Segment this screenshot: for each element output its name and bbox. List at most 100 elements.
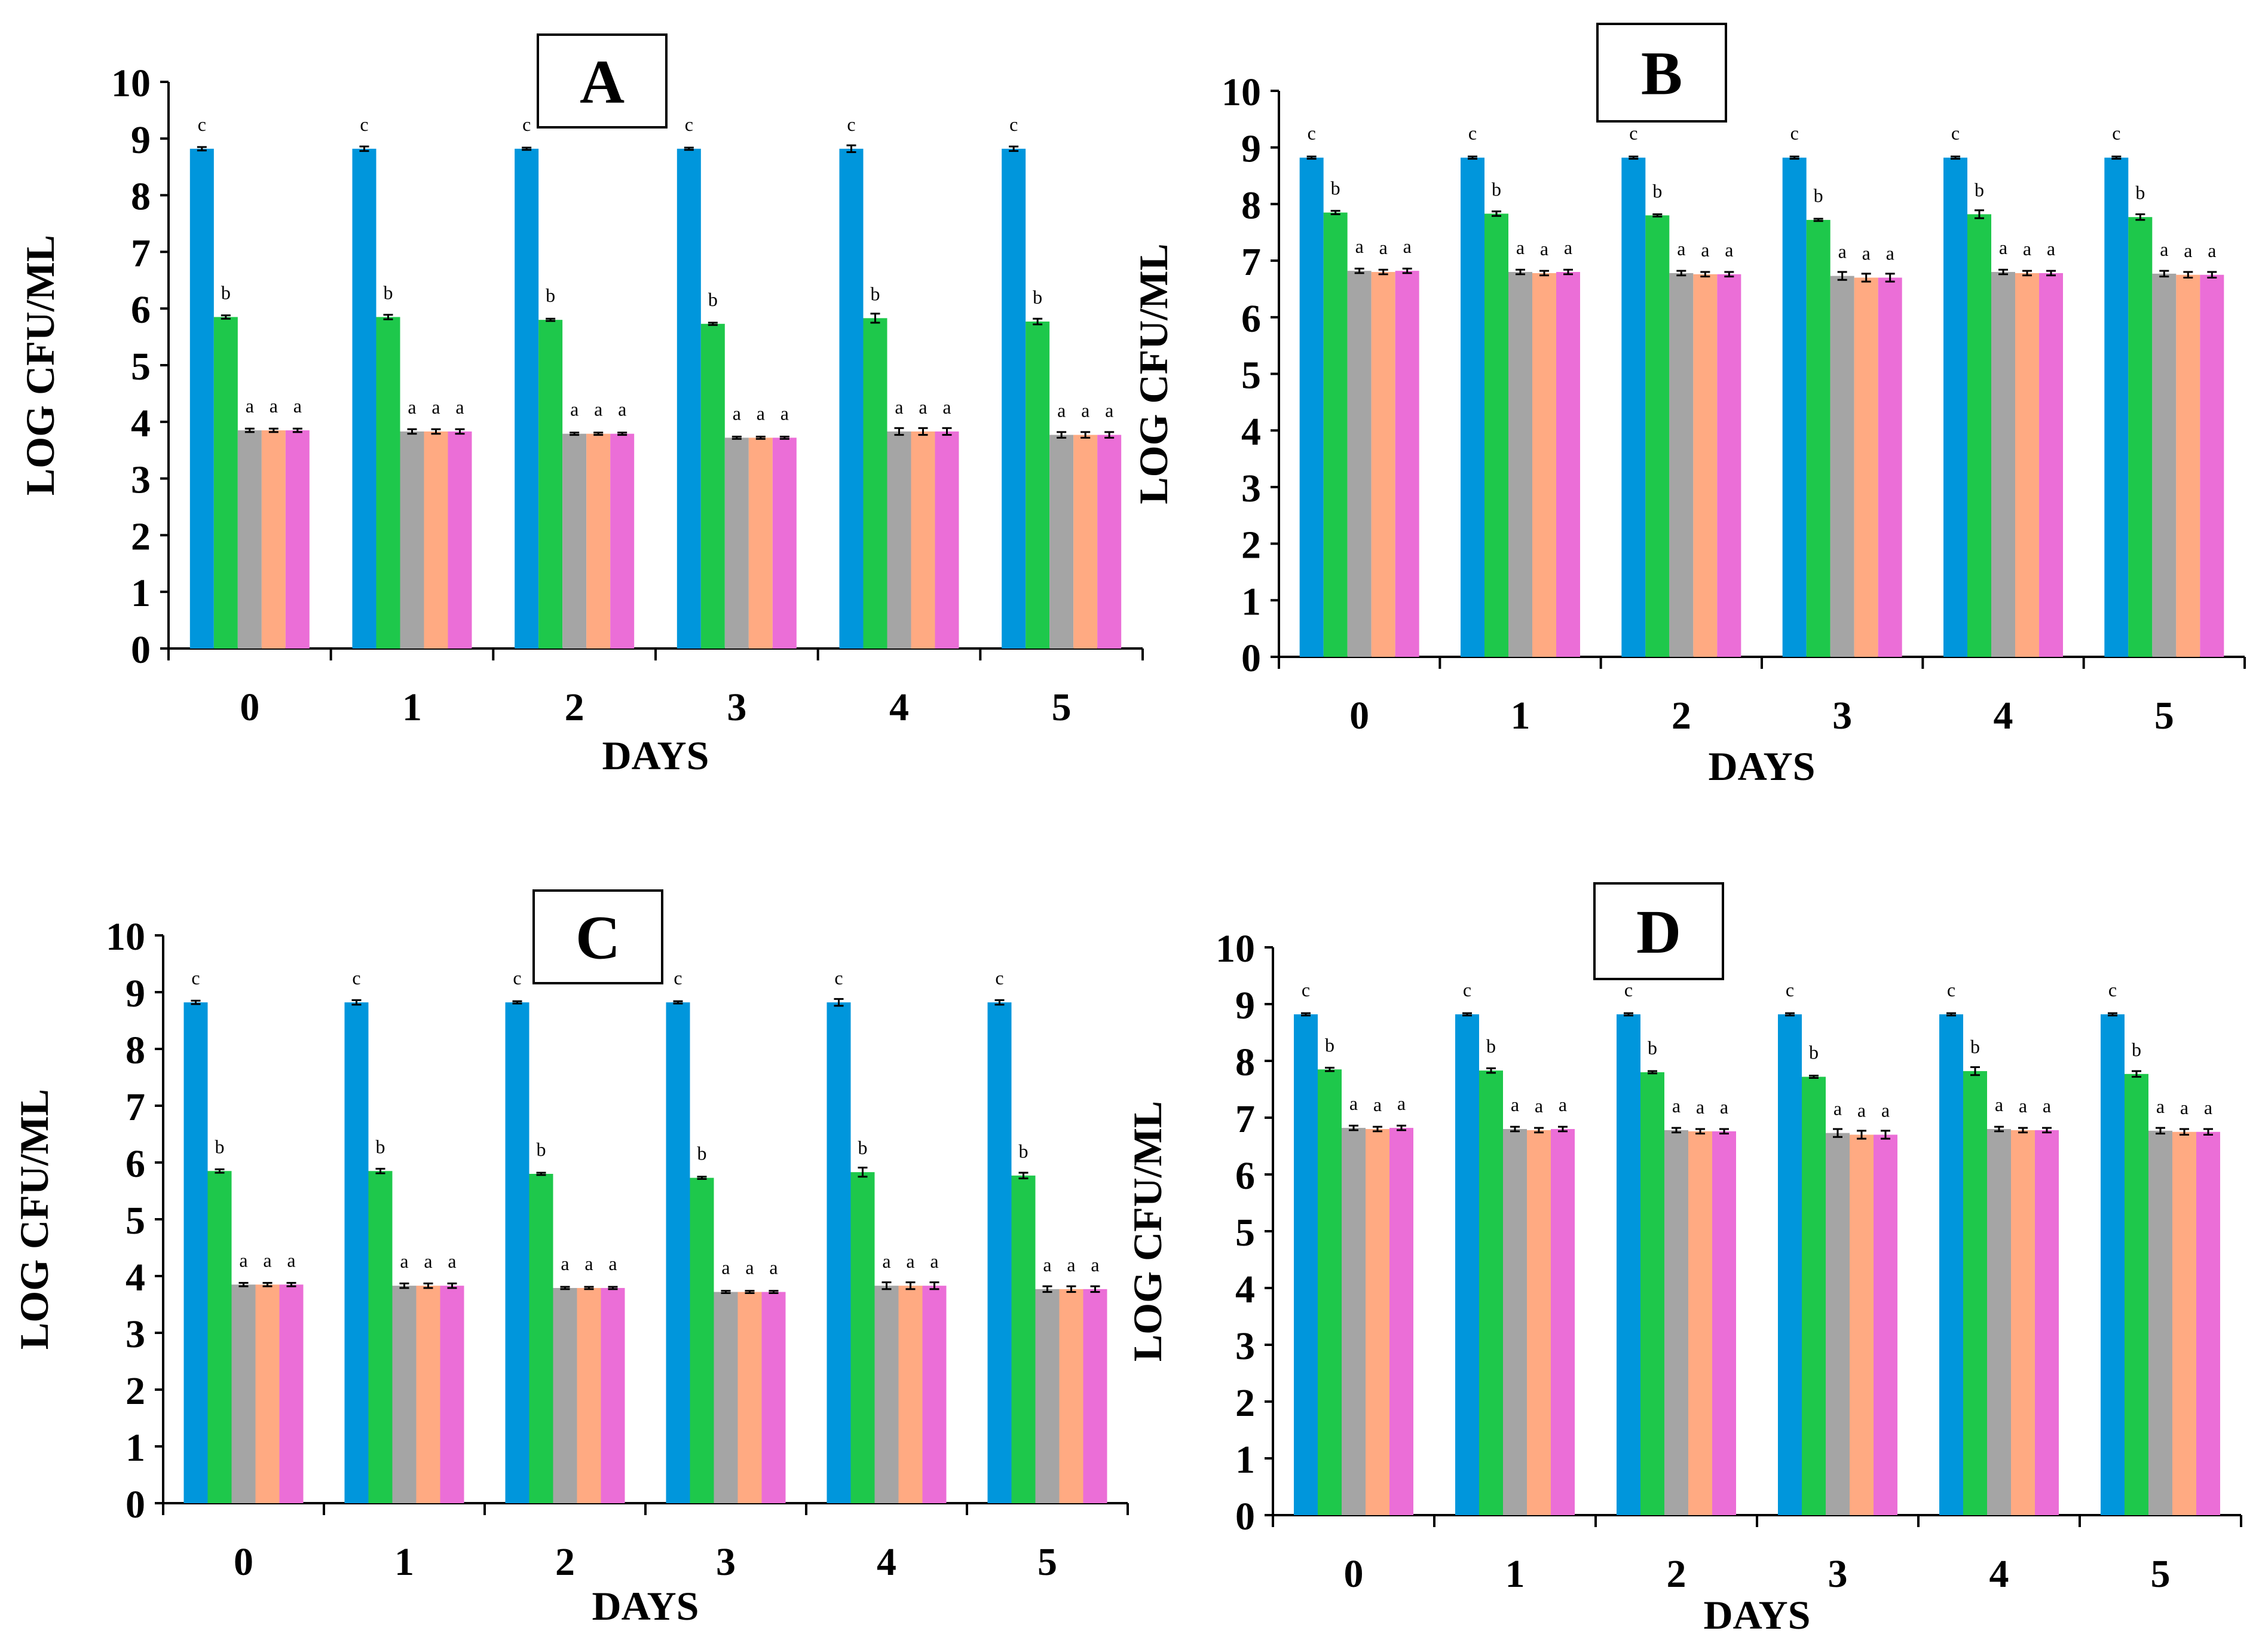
y-tick-label: 10 bbox=[1222, 71, 1261, 114]
bar-2-series-1 bbox=[1617, 1014, 1640, 1515]
bar-4-series-1 bbox=[1943, 157, 1967, 657]
y-tick-label: 3 bbox=[1241, 467, 1261, 510]
x-tick-label: 0 bbox=[234, 1540, 253, 1584]
y-tick-label: 1 bbox=[126, 1426, 145, 1470]
significance-label: b bbox=[708, 289, 718, 310]
bar-2-series-5 bbox=[1717, 274, 1741, 657]
significance-label: a bbox=[1720, 1096, 1728, 1118]
significance-label: a bbox=[2023, 238, 2031, 259]
significance-label: a bbox=[1862, 243, 1871, 264]
y-tick-label: 9 bbox=[126, 972, 145, 1015]
bar-3-series-1 bbox=[666, 1002, 690, 1503]
significance-label: b bbox=[221, 282, 231, 303]
bar-0-series-5 bbox=[285, 430, 310, 648]
y-tick-label: 9 bbox=[1235, 984, 1255, 1027]
bar-5-series-4 bbox=[2172, 1131, 2196, 1515]
bar-4-series-3 bbox=[887, 431, 911, 648]
significance-label: c bbox=[2108, 979, 2117, 1001]
bar-4-series-3 bbox=[1987, 1129, 2011, 1515]
significance-label: a bbox=[618, 399, 626, 420]
bar-4-series-4 bbox=[898, 1286, 923, 1503]
bar-3-series-3 bbox=[724, 438, 749, 648]
significance-label: a bbox=[2043, 1095, 2051, 1116]
bar-3-series-1 bbox=[1782, 157, 1807, 657]
bar-3-series-3 bbox=[1826, 1133, 1850, 1515]
significance-label: b bbox=[1492, 178, 1501, 200]
y-tick-label: 2 bbox=[131, 515, 151, 558]
bar-5-series-1 bbox=[987, 1002, 1012, 1503]
y-tick-label: 6 bbox=[126, 1142, 145, 1186]
significance-label: a bbox=[745, 1257, 754, 1278]
bar-4-series-2 bbox=[1967, 214, 1991, 657]
significance-label: a bbox=[1511, 1094, 1519, 1115]
x-tick-label: 2 bbox=[555, 1540, 575, 1584]
significance-label: c bbox=[1009, 114, 1018, 135]
significance-label: b bbox=[871, 283, 880, 304]
significance-label: a bbox=[1403, 235, 1412, 257]
bar-0-series-3 bbox=[1342, 1128, 1366, 1515]
y-tick-label: 6 bbox=[131, 288, 151, 332]
bar-5-series-1 bbox=[2104, 157, 2129, 657]
significance-label: a bbox=[246, 395, 254, 417]
significance-label: b bbox=[2132, 1039, 2141, 1060]
y-tick-label: 8 bbox=[1241, 183, 1261, 227]
bar-3-series-4 bbox=[1854, 277, 1878, 657]
bar-2-series-4 bbox=[577, 1287, 601, 1503]
bar-1-series-4 bbox=[416, 1286, 440, 1503]
x-axis-label: DAYS bbox=[1704, 1592, 1811, 1638]
x-tick-label: 1 bbox=[402, 686, 422, 729]
significance-label: a bbox=[2019, 1095, 2027, 1116]
significance-label: a bbox=[942, 396, 951, 418]
bar-1-series-5 bbox=[1556, 272, 1580, 657]
bar-5-series-5 bbox=[2196, 1131, 2220, 1515]
significance-label: a bbox=[2156, 1096, 2165, 1117]
bar-1-series-1 bbox=[1461, 157, 1484, 657]
significance-label: a bbox=[1857, 1100, 1866, 1121]
bar-0-series-1 bbox=[1299, 157, 1324, 657]
x-tick-label: 0 bbox=[240, 686, 259, 729]
significance-label: a bbox=[1397, 1093, 1406, 1114]
y-tick-label: 0 bbox=[126, 1483, 145, 1526]
significance-label: a bbox=[1057, 400, 1066, 421]
bar-5-series-2 bbox=[1011, 1175, 1036, 1503]
bar-1-series-5 bbox=[448, 431, 472, 648]
significance-label: c bbox=[1951, 123, 1960, 144]
panel-title-box bbox=[537, 33, 668, 129]
y-tick-label: 3 bbox=[131, 458, 151, 502]
significance-label: a bbox=[1564, 237, 1572, 258]
x-tick-label: 2 bbox=[1672, 694, 1691, 738]
bar-0-series-5 bbox=[1389, 1128, 1413, 1515]
significance-label: a bbox=[400, 1250, 408, 1272]
significance-label: c bbox=[513, 967, 521, 989]
y-tick-label: 8 bbox=[1235, 1041, 1255, 1084]
bar-4-series-2 bbox=[863, 318, 887, 648]
significance-label: a bbox=[1701, 239, 1709, 261]
bar-0-series-4 bbox=[1371, 272, 1395, 657]
x-tick-label: 1 bbox=[1505, 1552, 1525, 1596]
significance-label: a bbox=[1373, 1094, 1382, 1115]
bar-4-series-5 bbox=[2035, 1130, 2059, 1515]
y-tick-label: 6 bbox=[1235, 1154, 1255, 1198]
bar-1-series-4 bbox=[1532, 273, 1556, 657]
panel-title: A bbox=[580, 48, 625, 117]
significance-label: b bbox=[1652, 180, 1662, 201]
panel-title-box bbox=[1596, 23, 1727, 123]
x-tick-label: 4 bbox=[877, 1540, 896, 1584]
bar-2-series-4 bbox=[586, 433, 611, 648]
significance-label: c bbox=[198, 114, 206, 135]
bar-2-series-3 bbox=[1664, 1130, 1688, 1515]
significance-label: a bbox=[733, 402, 741, 424]
significance-label: b bbox=[537, 1139, 546, 1160]
significance-label: a bbox=[1349, 1093, 1358, 1114]
significance-label: c bbox=[834, 967, 843, 989]
significance-label: c bbox=[674, 967, 682, 989]
y-tick-label: 9 bbox=[131, 118, 151, 162]
significance-label: c bbox=[995, 967, 1003, 989]
bar-0-series-2 bbox=[1318, 1069, 1342, 1515]
y-tick-label: 5 bbox=[126, 1199, 145, 1243]
bar-2-series-3 bbox=[553, 1287, 577, 1503]
significance-label: c bbox=[685, 114, 693, 135]
bar-5-series-2 bbox=[1026, 322, 1050, 648]
bar-5-series-3 bbox=[1035, 1289, 1060, 1503]
bar-5-series-1 bbox=[2101, 1014, 2125, 1515]
